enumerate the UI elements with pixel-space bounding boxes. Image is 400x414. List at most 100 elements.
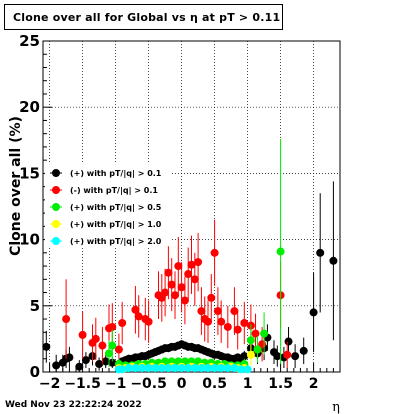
- data-point: [233, 325, 242, 334]
- y-tick-label: 0: [30, 363, 40, 381]
- legend-label: (+) with pT/|q| > 0.1: [70, 169, 162, 178]
- data-point: [197, 307, 206, 316]
- data-point: [276, 247, 285, 256]
- legend-label: (+) with pT/|q| > 0.5: [70, 203, 162, 212]
- data-point: [124, 364, 133, 373]
- data-point: [144, 317, 153, 326]
- data-point: [167, 280, 176, 289]
- data-point: [138, 364, 146, 373]
- data-point: [190, 364, 199, 373]
- legend-label: (-) with pT/|q| > 0.1: [70, 186, 158, 195]
- legend-label: (+) with pT/|q| > 2.0: [70, 237, 162, 246]
- data-point: [253, 345, 262, 354]
- data-point: [260, 329, 269, 338]
- x-tick-label: 0.5: [202, 376, 227, 392]
- data-point: [171, 364, 179, 373]
- data-point: [144, 364, 153, 373]
- data-point: [243, 365, 252, 374]
- chart-title-box: Clone over all for Global vs η at pT > 0…: [4, 4, 283, 30]
- data-point: [105, 349, 113, 358]
- data-layer: [42, 138, 338, 374]
- data-point: [131, 364, 140, 373]
- legend: (+) with pT/|q| > 0.1 (-) with pT/|q| > 0…: [45, 164, 170, 246]
- data-point: [194, 258, 203, 267]
- data-point: [52, 361, 61, 370]
- data-point: [240, 319, 249, 328]
- legend-marker: [52, 169, 60, 177]
- x-tick-label: 1.5: [268, 376, 293, 392]
- data-point: [283, 350, 292, 359]
- data-point: [184, 270, 193, 279]
- data-point: [237, 365, 245, 374]
- data-point: [223, 364, 232, 373]
- data-point: [174, 262, 183, 271]
- plot-frame: [42, 40, 341, 373]
- data-point: [108, 341, 117, 350]
- data-point: [316, 248, 325, 257]
- data-point: [157, 364, 166, 373]
- data-point: [91, 334, 100, 343]
- series-4: [114, 364, 252, 374]
- data-point: [230, 307, 239, 316]
- data-point: [230, 364, 239, 373]
- data-point: [204, 317, 212, 326]
- data-point: [190, 275, 199, 284]
- legend-marker: [52, 220, 60, 228]
- data-point: [213, 307, 222, 316]
- data-point: [273, 352, 282, 361]
- data-point: [95, 360, 104, 369]
- y-axis-label: Clone over all (%): [8, 116, 24, 256]
- data-point: [246, 350, 255, 359]
- data-point: [131, 305, 140, 314]
- data-point: [197, 364, 206, 373]
- footer-timestamp: Wed Nov 23 22:22:24 2022: [5, 400, 142, 410]
- y-tick-label: 20: [19, 98, 40, 116]
- data-point: [284, 337, 293, 346]
- data-point: [98, 341, 107, 350]
- data-point: [62, 315, 71, 324]
- data-point: [204, 364, 212, 373]
- data-point: [240, 352, 249, 361]
- data-point: [177, 364, 186, 373]
- data-point: [108, 358, 117, 367]
- data-point: [171, 291, 179, 300]
- data-point: [114, 345, 123, 354]
- data-point: [164, 364, 173, 373]
- x-axis-label: η: [332, 400, 340, 414]
- data-point: [207, 293, 216, 302]
- data-point: [161, 288, 170, 297]
- data-point: [118, 319, 127, 328]
- y-tick-label: 5: [30, 297, 40, 315]
- x-tick-label: −1.5: [64, 376, 101, 392]
- data-point: [101, 357, 110, 366]
- series-1: [62, 219, 292, 369]
- x-tick-label: 2: [309, 376, 319, 392]
- data-point: [81, 356, 90, 365]
- data-point: [118, 365, 127, 374]
- data-point: [187, 260, 196, 269]
- x-tick-label: 0: [177, 376, 187, 392]
- data-point: [210, 364, 219, 373]
- data-point: [42, 342, 51, 351]
- legend-box: [45, 164, 170, 246]
- legend-label: (+) with pT/|q| > 1.0: [70, 220, 162, 229]
- data-point: [299, 346, 308, 355]
- data-point: [223, 322, 232, 331]
- data-point: [78, 330, 87, 339]
- y-tick-label: 25: [19, 32, 40, 50]
- chart-title: Clone over all for Global vs η at pT > 0…: [13, 11, 281, 24]
- data-point: [180, 296, 189, 305]
- legend-marker: [52, 203, 60, 211]
- data-point: [177, 283, 186, 292]
- data-point: [108, 322, 117, 331]
- data-point: [329, 256, 338, 265]
- x-tick-label: −2: [39, 376, 60, 392]
- x-tick-label: −1: [105, 376, 126, 392]
- data-point: [217, 317, 226, 326]
- data-point: [210, 248, 219, 257]
- x-tick-label: 1: [243, 376, 253, 392]
- data-point: [251, 329, 260, 338]
- legend-marker: [52, 186, 60, 194]
- y-tick-label: 10: [19, 231, 40, 249]
